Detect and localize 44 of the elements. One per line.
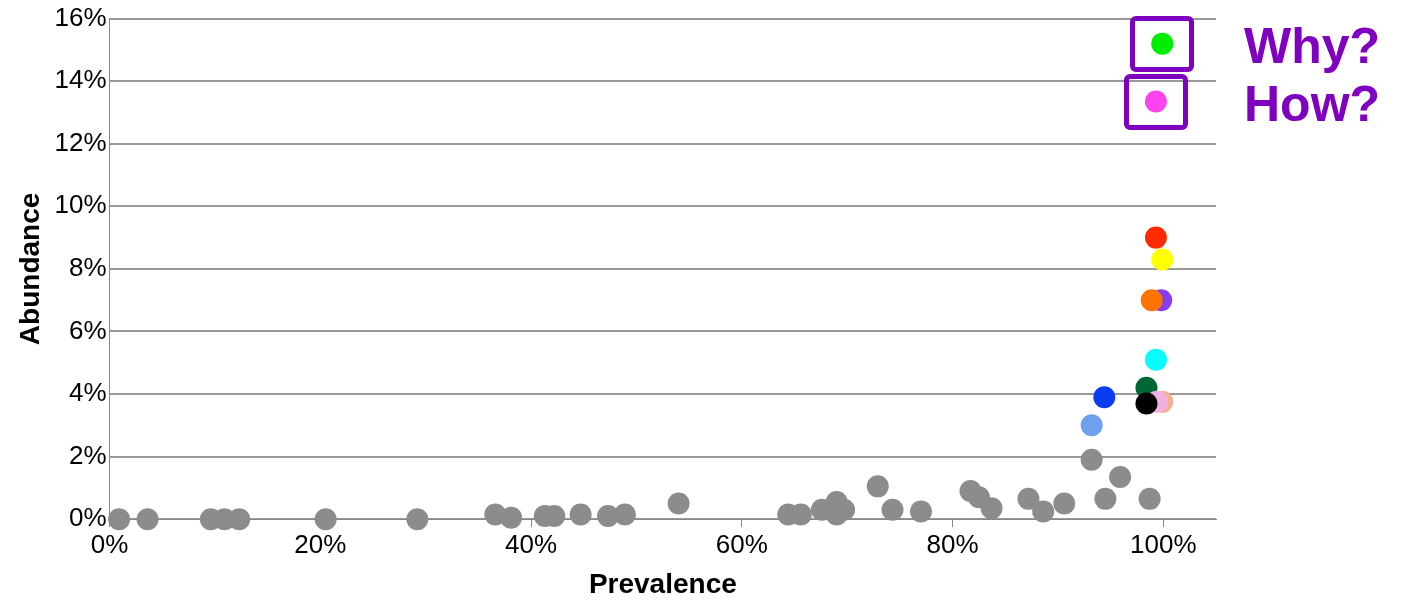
point [406,508,429,531]
y-tick-label: 10% [54,189,107,220]
x-tick-label: 100% [1130,528,1197,559]
point [1093,386,1116,409]
point [667,492,690,515]
point [500,506,523,529]
point [1109,465,1132,488]
x-tick-label: 80% [926,528,979,559]
point [980,497,1003,520]
point [1144,348,1167,371]
y-tick-label: 16% [54,1,107,32]
point [613,503,636,526]
y-tick-label: 2% [69,439,107,470]
point [136,508,159,531]
y-tick-label: 4% [69,377,107,408]
x-tick-label: 40% [505,528,558,559]
point [1032,500,1055,523]
x-axis-title: Prevalence [588,567,737,599]
point [1053,492,1076,515]
point [1017,487,1040,510]
point [909,500,932,523]
point [569,503,592,526]
y-tick-label: 6% [69,314,107,345]
y-tick-label: 14% [54,64,107,95]
point [1135,392,1158,415]
point [1151,248,1174,271]
point [108,508,131,531]
point [1138,487,1161,510]
y-axis-title: Abundance [13,192,45,346]
point [1080,414,1103,437]
point [881,498,904,521]
x-tick-label: 60% [715,528,768,559]
point [1140,289,1163,312]
point [1080,448,1103,471]
x-tick-label: 20% [294,528,347,559]
point [314,508,337,531]
annotation: Why? [1244,18,1381,75]
point [1144,226,1167,249]
point [866,475,889,498]
point [228,508,251,531]
point [1094,487,1117,510]
y-tick-label: 8% [69,252,107,283]
annotation: How? [1244,76,1381,133]
y-tick-label: 12% [54,126,107,157]
